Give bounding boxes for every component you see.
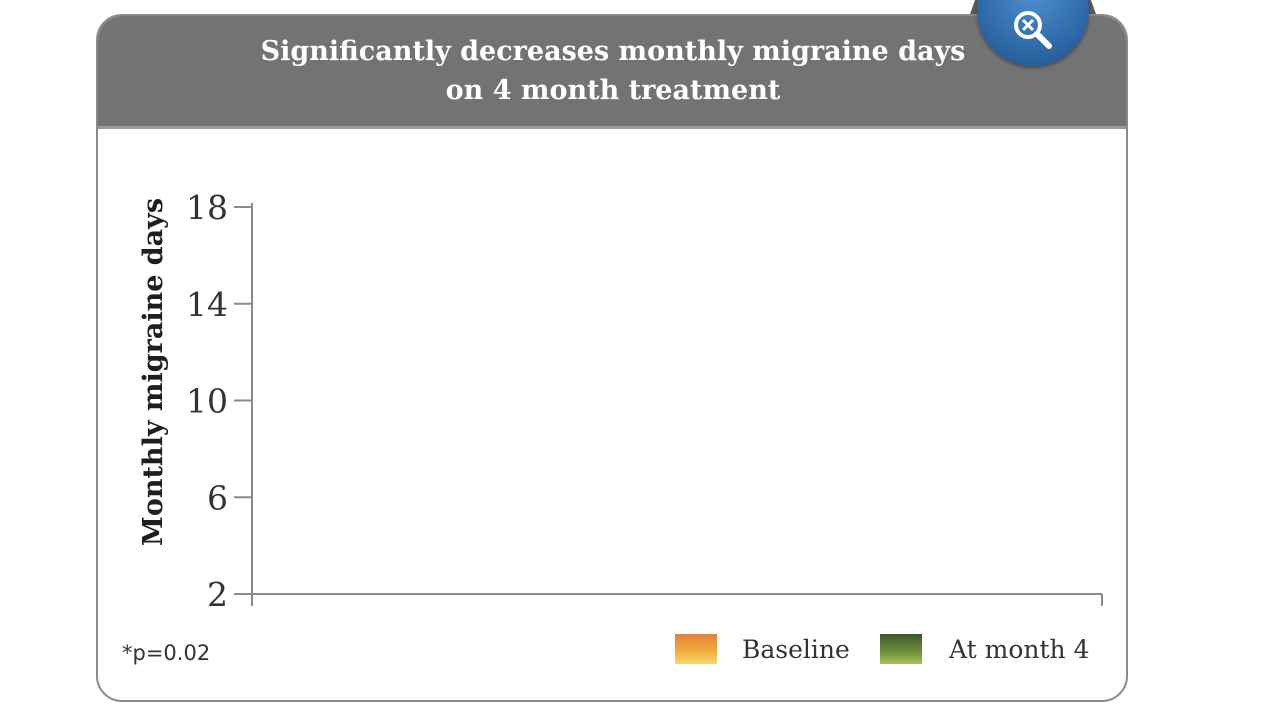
- chart-title: Significantly decreases monthly migraine…: [260, 36, 966, 106]
- chart-card: Significantly decreases monthly migraine…: [96, 14, 1128, 702]
- card-header: Significantly decreases monthly migraine…: [98, 16, 1126, 129]
- zoom-out-magnifier-icon: [1014, 11, 1052, 49]
- y-tick-label: 6: [207, 478, 228, 517]
- legend-label-month-4: At month 4: [949, 635, 1090, 664]
- significance-footnote: *p=0.02: [122, 641, 211, 665]
- y-axis-ticks: 2 6 10 14 18: [186, 188, 252, 614]
- y-tick-label: 10: [186, 382, 228, 421]
- y-tick-label: 18: [186, 188, 228, 227]
- legend-label-baseline: Baseline: [742, 635, 850, 664]
- y-axis-label: Monthly migraine days: [138, 198, 169, 546]
- legend-swatch-baseline: [675, 634, 717, 664]
- legend-swatch-month-4: [880, 634, 922, 664]
- y-tick-label: 2: [207, 575, 228, 614]
- y-tick-label: 14: [186, 285, 228, 324]
